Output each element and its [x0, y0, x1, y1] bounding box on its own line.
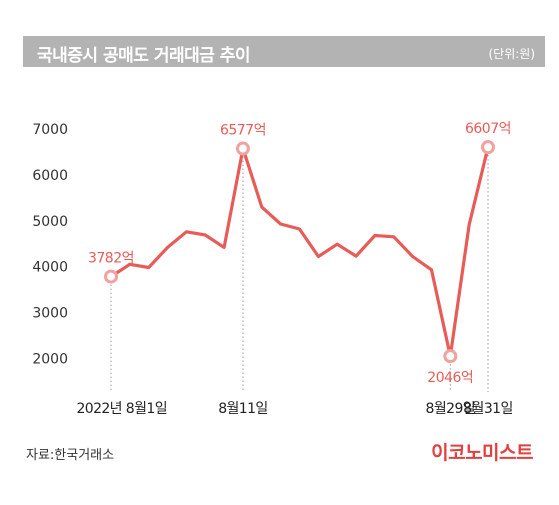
- data-label: 6577억: [220, 123, 266, 139]
- y-tick-label: 5000: [32, 214, 68, 230]
- source-note: 자료:한국거래소: [26, 448, 115, 463]
- x-tick-label: 8월29일: [426, 401, 475, 417]
- y-tick-label: 4000: [32, 260, 68, 276]
- x-tick-label: 2022년 8월1일: [76, 401, 167, 417]
- data-point-marker: [104, 269, 118, 284]
- y-tick-label: 7000: [32, 122, 68, 138]
- data-point-marker: [235, 141, 250, 156]
- x-tick-label: 8월31일: [463, 401, 512, 417]
- publisher-logo: 이코노미스트: [431, 442, 533, 464]
- y-tick-label: 2000: [32, 351, 68, 367]
- data-label: 6607억: [465, 121, 511, 137]
- y-tick-label: 3000: [32, 305, 68, 321]
- title-bar: 국내증시 공매도 거래대금 추이 (단위:원): [23, 36, 545, 67]
- unit-label: (단위:원): [488, 47, 535, 61]
- data-point-marker: [443, 349, 458, 364]
- chart-title: 국내증시 공매도 거래대금 추이: [37, 46, 251, 66]
- series-line: [109, 145, 490, 358]
- x-tick-label: 8월11일: [218, 401, 267, 417]
- data-label: 2046억: [427, 370, 473, 386]
- data-label: 3782억: [88, 251, 134, 267]
- y-tick-label: 6000: [32, 168, 68, 184]
- data-point-marker: [481, 140, 495, 155]
